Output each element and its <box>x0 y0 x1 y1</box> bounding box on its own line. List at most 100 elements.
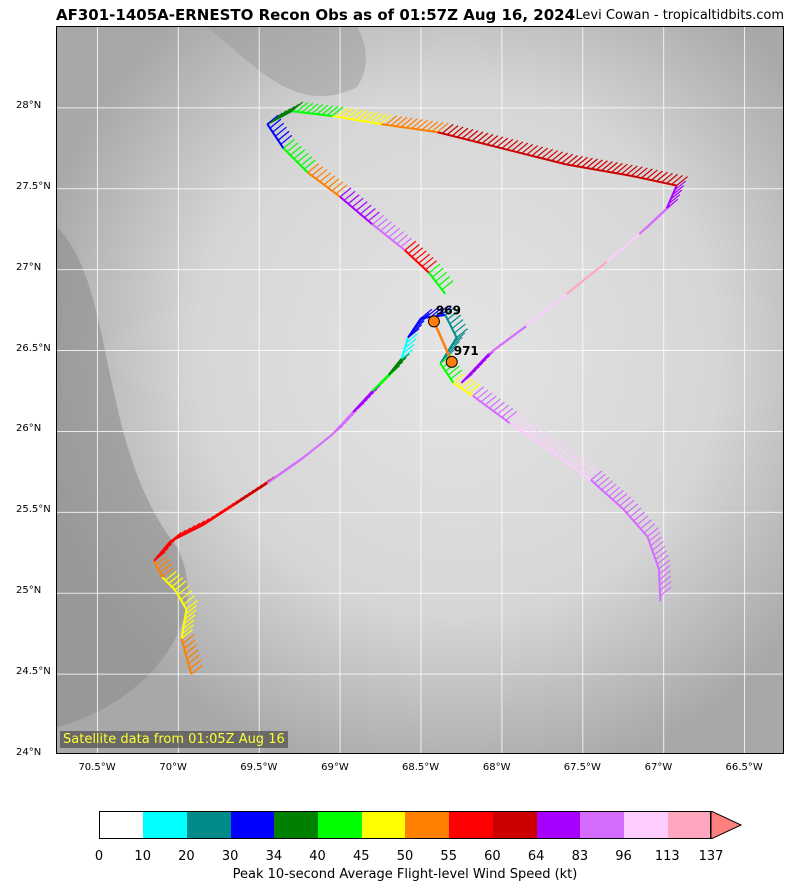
flight-track-north-segment <box>631 174 677 187</box>
flight-track-north-barb <box>635 167 648 178</box>
flight-track-segment <box>371 374 390 392</box>
credit-text: Levi Cowan - tropicaltidbits.com <box>575 8 784 23</box>
flight-track-barb <box>165 570 177 581</box>
flight-track-north-barb <box>576 156 588 167</box>
flight-track-north-barb <box>435 271 447 282</box>
center-track-line <box>432 320 453 363</box>
flight-track-north-barb <box>363 208 376 218</box>
flight-track-north-segment <box>665 185 678 209</box>
flight-track-segment <box>622 508 649 538</box>
flight-track-barb <box>401 349 413 360</box>
flight-track-north-barb <box>384 224 396 235</box>
flight-track-north-segment <box>339 196 374 226</box>
colorbar-segment <box>317 811 362 839</box>
flight-track-barb <box>658 570 671 581</box>
y-tick-label: 25.5°N <box>16 504 51 516</box>
flight-track-barb <box>420 308 433 319</box>
flight-track-north-barb <box>316 104 329 115</box>
flight-track-north-barb <box>411 247 424 258</box>
flight-track-segment <box>400 337 410 359</box>
flight-track-barb <box>159 563 172 574</box>
flight-track-north-barb <box>456 127 469 138</box>
flight-track-north-barb <box>630 166 643 177</box>
colorbar-segment <box>230 811 275 839</box>
flight-track-north-barb <box>561 153 574 164</box>
flight-track-barb <box>570 455 583 466</box>
flight-track-barb <box>545 438 558 449</box>
flight-track-barb <box>188 654 200 665</box>
flight-track-north-barb <box>380 114 392 125</box>
dark-cloud-west <box>57 227 188 727</box>
flight-track-north-barb <box>323 175 336 186</box>
flight-track-north-barb <box>368 211 380 222</box>
flight-track-barb <box>562 450 574 461</box>
flight-track-north-barb <box>421 120 434 131</box>
flight-track-north-barb <box>431 121 444 132</box>
flight-track-north-segment <box>428 272 447 295</box>
colorbar-tick: 34 <box>265 849 283 864</box>
flight-track-barb <box>190 664 203 675</box>
flight-track-north-barb <box>293 149 306 160</box>
flight-track-segment <box>234 482 268 506</box>
flight-track-barb <box>449 314 462 325</box>
flight-track-north-barb <box>375 113 388 124</box>
flight-track-barb <box>183 639 196 650</box>
flight-track-north-barb <box>283 138 295 149</box>
flight-track-segment <box>472 395 511 425</box>
flight-track-segment <box>174 589 188 610</box>
flight-track-north-barb <box>611 162 623 173</box>
map-panel[interactable]: 969 971 <box>56 26 784 754</box>
flight-track-barb <box>650 536 663 547</box>
flight-track-north-segment <box>436 131 503 150</box>
flight-track-north-barb <box>571 155 583 166</box>
flight-track-north-barb <box>516 142 529 153</box>
flight-track-north-barb <box>418 253 431 264</box>
flight-track-barb <box>451 319 464 330</box>
flight-track-barb <box>653 545 666 556</box>
flight-track-barb <box>626 503 639 514</box>
flight-track-north-barb <box>311 166 324 177</box>
flight-track-north-barb <box>390 116 403 127</box>
colorbar-tick: 30 <box>221 849 239 864</box>
flight-track-barb <box>501 407 514 418</box>
flight-track-barb <box>651 541 664 551</box>
flight-track-barb <box>182 619 195 630</box>
flight-track-segment <box>407 317 422 339</box>
flight-track-barb <box>517 419 530 430</box>
flight-track-segment <box>202 503 236 527</box>
flight-track-north-barb <box>646 169 658 180</box>
flight-track-north-barb <box>674 180 687 191</box>
colorbar-segment <box>579 811 625 839</box>
flight-track-north-barb <box>343 190 356 201</box>
flight-track-north-barb <box>405 118 418 129</box>
flight-track-north-barb <box>315 169 328 180</box>
colorbar-tick: 83 <box>571 849 589 864</box>
flight-track-north-barb <box>296 152 309 163</box>
flight-track-north-segment <box>638 207 668 235</box>
colorbar-label: Peak 10-second Average Flight-level Wind… <box>232 867 578 882</box>
flight-track-north-barb <box>511 141 524 152</box>
flight-track-north-segment <box>566 163 632 177</box>
flight-track-segment <box>549 450 592 481</box>
flight-track-north-segment <box>565 260 608 295</box>
flight-track-north-barb <box>656 171 668 182</box>
flight-track-north-barb <box>392 231 405 242</box>
flight-track-segment <box>352 390 374 413</box>
flight-track-barb <box>435 306 447 317</box>
flight-track-barb <box>582 464 595 475</box>
flight-track-north-barb <box>414 250 427 261</box>
flight-track-barb <box>161 567 174 578</box>
flight-track-barb <box>452 373 465 384</box>
flight-track-north-barb <box>601 161 613 172</box>
flight-track-north-barb <box>491 136 504 147</box>
center-pressure-label: 971 <box>454 344 479 358</box>
y-tick-label: 27.5°N <box>16 180 51 192</box>
flight-track-north-barb <box>306 103 319 114</box>
flight-track-barb <box>157 559 170 570</box>
flight-track-north-barb <box>396 234 409 245</box>
colorbar-tick: 10 <box>134 849 151 864</box>
flight-track-north-barb <box>666 198 679 209</box>
colorbar-tick: 45 <box>353 849 370 864</box>
flight-track-north-barb <box>431 267 444 278</box>
flight-track-barb <box>612 489 624 500</box>
